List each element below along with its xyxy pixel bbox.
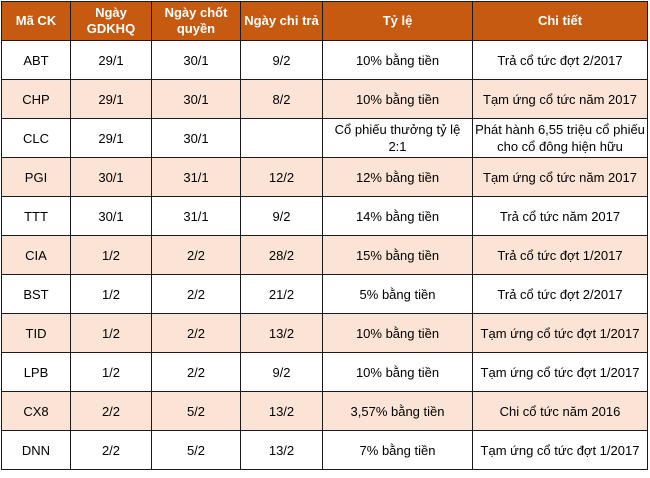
cell-ticker: TTT [1, 196, 71, 236]
cell-record-date: 2/2 [151, 313, 241, 353]
table-row: CLC 29/1 30/1 Cổ phiếu thưởng tỷ lệ 2:1 … [1, 118, 648, 158]
table-row: TID 1/2 2/2 13/2 10% bằng tiền Tạm ứng c… [1, 313, 648, 353]
cell-detail: Trả cổ tức đợt 2/2017 [472, 274, 648, 314]
cell-detail: Phát hành 6,55 triệu cổ phiếu cho cổ đôn… [472, 118, 648, 158]
cell-detail: Tạm ứng cổ tức đợt 1/2017 [472, 313, 648, 353]
cell-record-date: 2/2 [151, 274, 241, 314]
cell-detail: Trả cổ tức đợt 1/2017 [472, 235, 648, 275]
cell-record-date: 2/2 [151, 235, 241, 275]
cell-payment-date: 12/2 [240, 157, 323, 197]
cell-detail: Tạm ứng cổ tức đợt 1/2017 [472, 352, 648, 392]
cell-payment-date: 13/2 [240, 391, 323, 431]
cell-payment-date: 28/2 [240, 235, 323, 275]
cell-payment-date [240, 118, 323, 158]
cell-ex-date: 1/2 [70, 352, 152, 392]
cell-ratio: 15% bằng tiền [322, 235, 473, 275]
table-row: DNN 2/2 5/2 13/2 7% bằng tiền Tạm ứng cổ… [1, 430, 648, 470]
cell-ratio: 7% bằng tiền [322, 430, 473, 470]
cell-ex-date: 29/1 [70, 118, 152, 158]
cell-ticker: BST [1, 274, 71, 314]
cell-payment-date: 13/2 [240, 313, 323, 353]
cell-ex-date: 29/1 [70, 40, 152, 80]
cell-ex-date: 2/2 [70, 391, 152, 431]
cell-ticker: CHP [1, 79, 71, 119]
cell-record-date: 5/2 [151, 430, 241, 470]
cell-ex-date: 1/2 [70, 313, 152, 353]
header-ngay-gdkhq: Ngày GDKHQ [70, 1, 152, 41]
cell-ex-date: 30/1 [70, 157, 152, 197]
cell-ratio: 14% bằng tiền [322, 196, 473, 236]
dividend-table: Mã CK Ngày GDKHQ Ngày chốt quyền Ngày ch… [1, 1, 648, 470]
cell-payment-date: 9/2 [240, 40, 323, 80]
table-row: CX8 2/2 5/2 13/2 3,57% bằng tiền Chi cổ … [1, 391, 648, 431]
cell-record-date: 5/2 [151, 391, 241, 431]
cell-ratio: 3,57% bằng tiền [322, 391, 473, 431]
table-row: PGI 30/1 31/1 12/2 12% bằng tiền Tạm ứng… [1, 157, 648, 197]
cell-ex-date: 2/2 [70, 430, 152, 470]
table-row: ABT 29/1 30/1 9/2 10% bằng tiền Trả cổ t… [1, 40, 648, 80]
cell-ex-date: 29/1 [70, 79, 152, 119]
cell-detail: Trả cổ tức đợt 2/2017 [472, 40, 648, 80]
cell-ticker: CX8 [1, 391, 71, 431]
cell-ratio: 5% bằng tiền [322, 274, 473, 314]
cell-ratio: Cổ phiếu thưởng tỷ lệ 2:1 [322, 118, 473, 158]
table-row: LPB 1/2 2/2 9/2 10% bằng tiền Tạm ứng cổ… [1, 352, 648, 392]
cell-payment-date: 9/2 [240, 196, 323, 236]
header-ngay-chot-quyen: Ngày chốt quyền [151, 1, 241, 41]
table-row: CIA 1/2 2/2 28/2 15% bằng tiền Trả cổ tứ… [1, 235, 648, 275]
cell-detail: Chi cổ tức năm 2016 [472, 391, 648, 431]
cell-record-date: 30/1 [151, 79, 241, 119]
cell-ticker: LPB [1, 352, 71, 392]
cell-ticker: DNN [1, 430, 71, 470]
header-row: Mã CK Ngày GDKHQ Ngày chốt quyền Ngày ch… [1, 1, 648, 41]
cell-ratio: 12% bằng tiền [322, 157, 473, 197]
cell-ratio: 10% bằng tiền [322, 352, 473, 392]
header-ma-ck: Mã CK [1, 1, 71, 41]
table-row: CHP 29/1 30/1 8/2 10% bằng tiền Tạm ứng … [1, 79, 648, 119]
cell-detail: Tạm ứng cổ tức đợt 1/2017 [472, 430, 648, 470]
cell-payment-date: 21/2 [240, 274, 323, 314]
cell-record-date: 30/1 [151, 40, 241, 80]
cell-detail: Tạm ứng cổ tức năm 2017 [472, 79, 648, 119]
cell-payment-date: 9/2 [240, 352, 323, 392]
cell-record-date: 2/2 [151, 352, 241, 392]
header-ty-le: Tỷ lệ [322, 1, 473, 41]
cell-ex-date: 30/1 [70, 196, 152, 236]
header-ngay-chi-tra: Ngày chi trả [240, 1, 323, 41]
cell-ex-date: 1/2 [70, 274, 152, 314]
cell-ratio: 10% bằng tiền [322, 40, 473, 80]
cell-payment-date: 13/2 [240, 430, 323, 470]
cell-ticker: PGI [1, 157, 71, 197]
cell-detail: Tạm ứng cổ tức năm 2017 [472, 157, 648, 197]
cell-ticker: ABT [1, 40, 71, 80]
cell-ratio: 10% bằng tiền [322, 79, 473, 119]
cell-ex-date: 1/2 [70, 235, 152, 275]
cell-ticker: CLC [1, 118, 71, 158]
cell-payment-date: 8/2 [240, 79, 323, 119]
table-row: BST 1/2 2/2 21/2 5% bằng tiền Trả cổ tức… [1, 274, 648, 314]
header-chi-tiet: Chi tiết [472, 1, 648, 41]
table-row: TTT 30/1 31/1 9/2 14% bằng tiền Trả cổ t… [1, 196, 648, 236]
cell-record-date: 30/1 [151, 118, 241, 158]
cell-record-date: 31/1 [151, 196, 241, 236]
cell-record-date: 31/1 [151, 157, 241, 197]
cell-ratio: 10% bằng tiền [322, 313, 473, 353]
cell-ticker: CIA [1, 235, 71, 275]
cell-ticker: TID [1, 313, 71, 353]
cell-detail: Trả cổ tức năm 2017 [472, 196, 648, 236]
